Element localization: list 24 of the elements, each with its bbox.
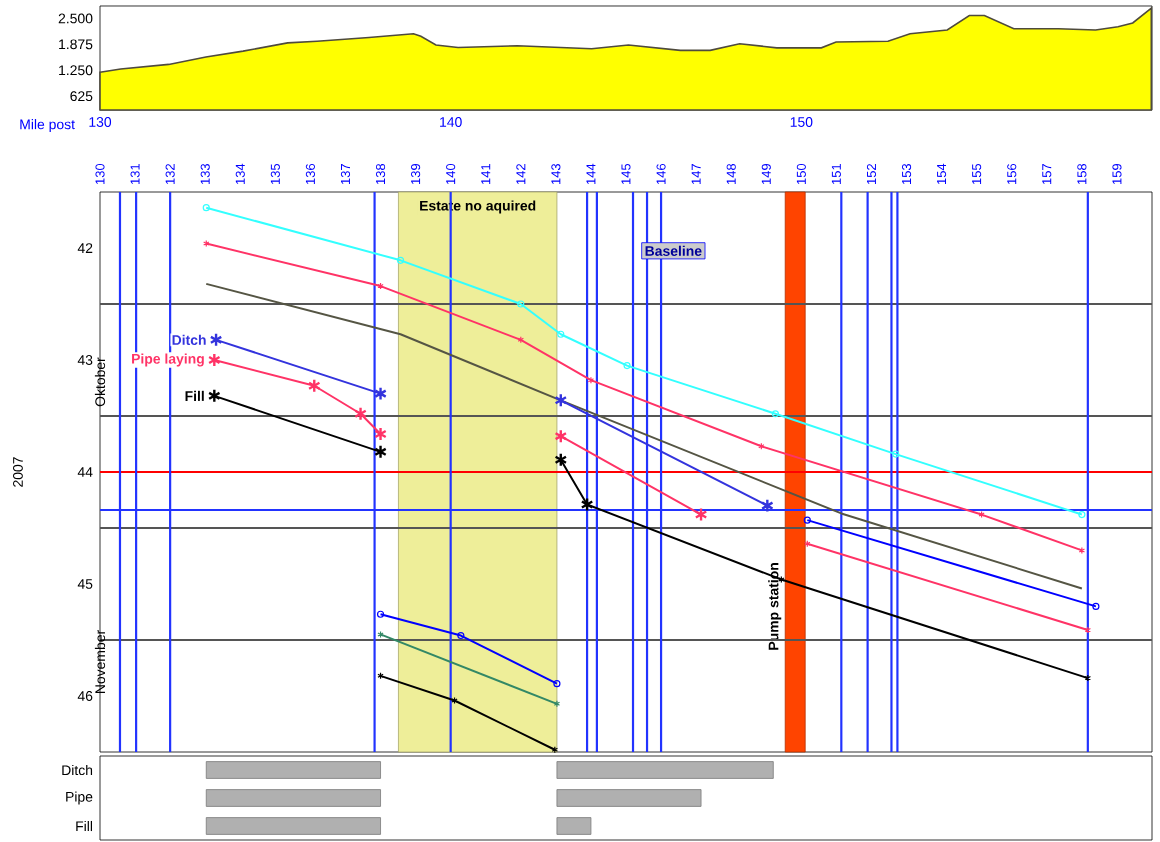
point bbox=[354, 406, 367, 421]
bar bbox=[205, 817, 381, 835]
bar bbox=[205, 761, 381, 779]
point bbox=[307, 378, 321, 393]
bar bbox=[556, 789, 702, 807]
point bbox=[374, 444, 387, 460]
point bbox=[457, 631, 465, 640]
point bbox=[554, 452, 568, 467]
bar bbox=[556, 817, 592, 835]
point bbox=[374, 386, 387, 401]
point bbox=[374, 426, 387, 442]
point bbox=[587, 376, 595, 384]
point bbox=[623, 362, 631, 370]
point bbox=[892, 450, 900, 458]
point bbox=[517, 300, 525, 308]
point bbox=[803, 516, 811, 524]
point bbox=[553, 680, 561, 688]
point bbox=[554, 393, 568, 408]
bar bbox=[205, 789, 381, 807]
point bbox=[557, 330, 565, 338]
point bbox=[396, 256, 405, 264]
point bbox=[771, 410, 779, 418]
point bbox=[554, 428, 568, 444]
bar bbox=[556, 761, 774, 779]
